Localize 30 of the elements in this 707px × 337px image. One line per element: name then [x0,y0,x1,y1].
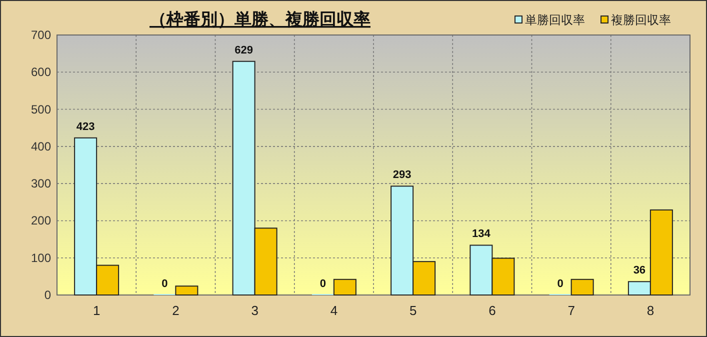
data-label: 629 [234,44,253,56]
y-tick-label: 500 [30,102,52,116]
y-tick-label: 0 [44,288,52,302]
data-label: 293 [392,169,412,182]
bar [570,278,594,296]
y-tick-label: 700 [30,28,52,42]
x-tick-label: 7 [568,303,575,318]
y-tick-label: 600 [30,65,52,80]
bar [175,286,198,296]
data-label: 423 [76,120,95,133]
legend-label: 複勝回収率 [611,13,671,27]
data-label: 134 [472,228,492,240]
x-tick-label: 4 [330,303,338,318]
y-tick-label: 200 [30,214,52,228]
x-tick-label: 5 [409,303,417,318]
y-tick-label: 300 [30,176,52,191]
legend-label: 単勝回収率 [525,13,585,27]
x-tick-label: 3 [251,303,258,318]
chart-title: （枠番別）単勝、複勝回収率 [150,10,370,29]
x-tick-label: 6 [488,303,496,318]
data-label: 0 [162,278,168,290]
x-tick-label: 2 [172,303,180,318]
y-tick-label: 100 [30,250,52,265]
data-label: 0 [557,278,564,290]
x-tick-label: 1 [92,303,100,318]
bar [333,278,356,296]
y-tick-label: 400 [30,139,52,154]
data-label: 0 [320,278,326,290]
data-label: 36 [633,264,646,277]
x-tick-label: 8 [646,303,654,318]
